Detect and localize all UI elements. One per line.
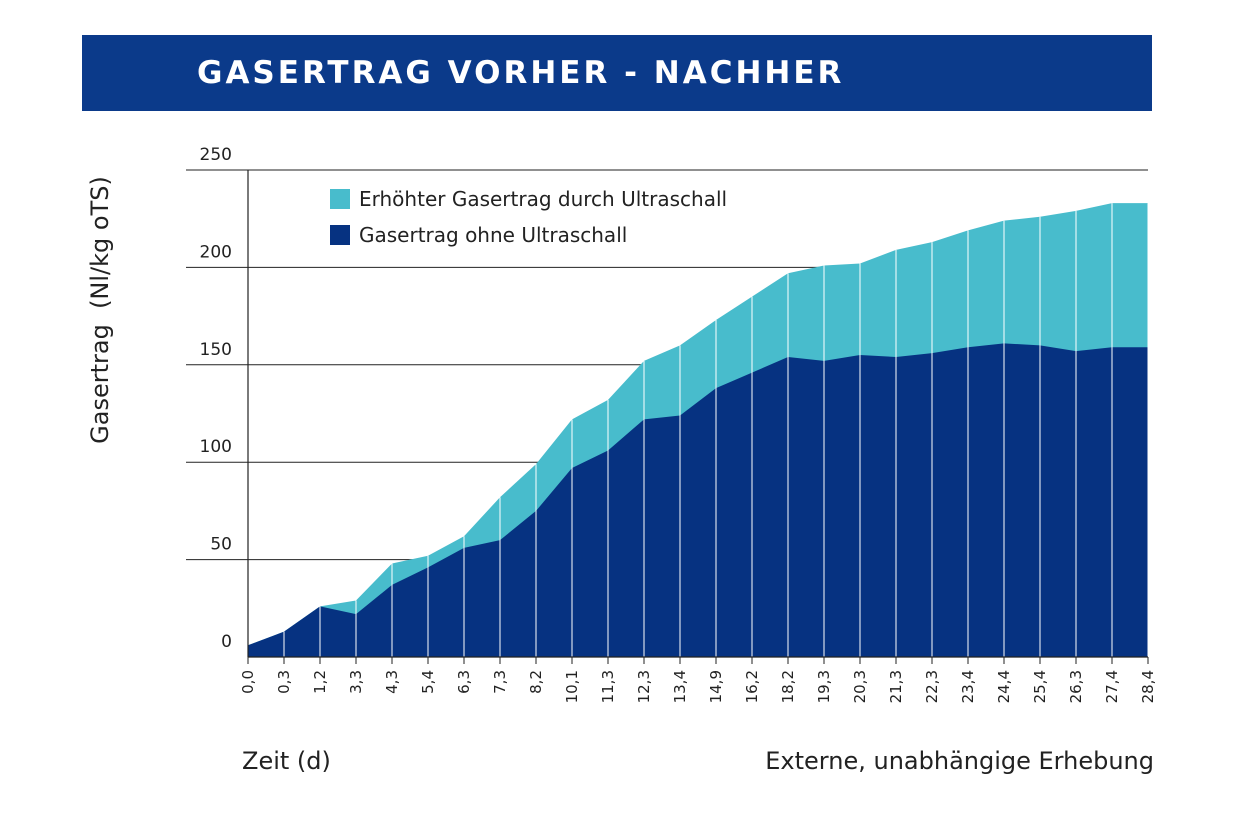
legend: Erhöhter Gasertrag durch Ultraschall Gase… — [330, 187, 727, 247]
x-tick-label: 23,4 — [959, 670, 977, 703]
y-tick-label: 200 — [200, 242, 232, 262]
x-tick-label: 5,4 — [419, 670, 437, 694]
x-tick-label: 16,2 — [743, 670, 761, 703]
x-tick-label: 12,3 — [635, 670, 653, 703]
chart-title: GASERTRAG VORHER - NACHHER — [197, 55, 845, 91]
axes — [247, 170, 1149, 664]
x-tick-label: 21,3 — [887, 670, 905, 703]
area-base — [248, 343, 1148, 657]
x-tick-label: 25,4 — [1031, 670, 1049, 703]
source-note: Externe, unabhängige Erhebung — [765, 747, 1154, 775]
y-tick-label: 150 — [200, 340, 232, 360]
y-tick-label: 250 — [200, 145, 232, 165]
legend-swatch — [330, 225, 350, 245]
x-tick-label: 27,4 — [1103, 670, 1121, 703]
title-banner: GASERTRAG VORHER - NACHHER — [82, 35, 1152, 111]
x-tick-label: 7,3 — [491, 670, 509, 694]
x-tick-label: 14,9 — [707, 670, 725, 703]
area-series — [248, 203, 1148, 657]
x-tick-label: 3,3 — [347, 670, 365, 694]
x-axis-title: Zeit (d) — [242, 747, 331, 775]
x-tick-label: 0,3 — [275, 670, 293, 694]
x-tick-label: 1,2 — [311, 670, 329, 694]
x-tick-label: 8,2 — [527, 670, 545, 694]
x-tick-label: 6,3 — [455, 670, 473, 694]
legend-swatch — [330, 189, 350, 209]
x-tick-label: 19,3 — [815, 670, 833, 703]
legend-label: Erhöhter Gasertrag durch Ultraschall — [359, 187, 727, 211]
x-tick-label: 18,2 — [779, 670, 797, 703]
x-tick-label: 4,3 — [383, 670, 401, 694]
y-axis-title: Gasertrag (Nl/kg oTS) — [86, 176, 114, 444]
x-tick-label: 11,3 — [599, 670, 617, 703]
x-tick-label: 24,4 — [995, 670, 1013, 703]
separator-lines — [283, 203, 1149, 657]
x-tick-label: 28,4 — [1139, 670, 1157, 703]
x-tick-label: 0,0 — [239, 670, 257, 694]
y-tick-label: 50 — [210, 535, 232, 555]
x-tick-label: 10,1 — [563, 670, 581, 703]
legend-label: Gasertrag ohne Ultraschall — [359, 223, 627, 247]
x-tick-label: 13,4 — [671, 670, 689, 703]
x-tick-label: 20,3 — [851, 670, 869, 703]
x-tick-label: 26,3 — [1067, 670, 1085, 703]
y-tick-label: 0 — [221, 632, 232, 652]
x-tick-label: 22,3 — [923, 670, 941, 703]
x-tick-labels: 0,0 0,3 1,2 3,3 4,3 5,4 6,3 7,3 8,2 10,1 11,3 12,3 1… — [239, 670, 1157, 703]
y-tick-labels: 0 50 100 150 200 250 — [200, 145, 232, 652]
y-tick-label: 100 — [200, 437, 232, 457]
